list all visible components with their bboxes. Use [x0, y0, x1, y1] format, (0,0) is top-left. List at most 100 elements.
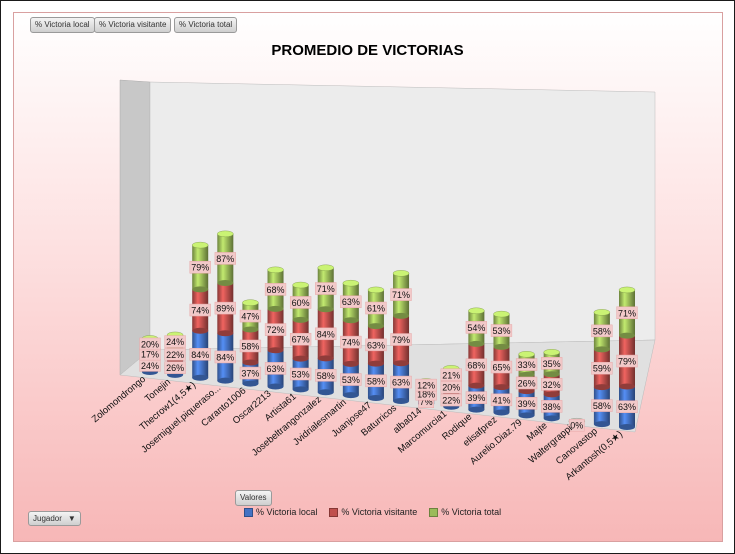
svg-text:63%: 63% [267, 364, 285, 374]
data-label: 26% [164, 361, 186, 374]
svg-text:18%: 18% [417, 390, 435, 400]
data-label: 63% [340, 295, 362, 308]
data-label: 33% [515, 358, 538, 371]
data-label: 39% [515, 397, 538, 410]
values-button[interactable]: Valores [235, 490, 272, 506]
data-label: 35% [541, 357, 563, 370]
category-label: Zolomondrongo [90, 374, 148, 425]
svg-text:7%: 7% [420, 397, 433, 407]
data-label: 63% [264, 362, 287, 375]
bar-cap [342, 279, 360, 287]
data-label: 68% [264, 283, 287, 296]
data-label: 63% [365, 338, 387, 352]
svg-text:74%: 74% [191, 306, 209, 316]
svg-text:58%: 58% [241, 341, 259, 351]
data-label: 0% [568, 418, 585, 432]
svg-text:21%: 21% [442, 370, 460, 380]
data-label: 58% [591, 324, 613, 338]
bar-cap [192, 241, 209, 249]
svg-text:71%: 71% [392, 290, 410, 300]
data-label: 59% [591, 361, 613, 375]
svg-text:24%: 24% [141, 361, 159, 371]
chart-title: PROMEDIO DE VICTORIAS [271, 42, 464, 59]
data-label: 39% [465, 391, 488, 404]
data-label: 67% [289, 332, 312, 346]
svg-text:61%: 61% [367, 304, 385, 314]
svg-text:22%: 22% [442, 396, 460, 406]
data-label: 84% [315, 327, 337, 341]
legend-swatch-visitante [329, 507, 339, 517]
svg-text:58%: 58% [593, 401, 611, 411]
bar-cap [267, 266, 284, 274]
chevron-down-icon: ▼ [67, 514, 76, 523]
svg-text:41%: 41% [492, 395, 510, 405]
svg-text:60%: 60% [292, 298, 310, 308]
field-button-visitante[interactable]: % Victoria visitante [94, 17, 172, 33]
data-label: 60% [289, 296, 312, 309]
field-button-total[interactable]: % Victoria total [174, 17, 238, 33]
data-label: 71% [315, 282, 337, 295]
data-label: 38% [541, 400, 563, 413]
data-label: 84% [189, 348, 211, 361]
svg-text:20%: 20% [141, 339, 159, 349]
category-filter-button[interactable]: Jugador ▼ [28, 511, 81, 526]
bar-cap [593, 309, 611, 316]
data-label: 21% [440, 368, 462, 382]
svg-text:58%: 58% [593, 326, 611, 336]
data-label: 54% [465, 321, 488, 334]
data-label: 63% [616, 400, 638, 413]
data-label: 61% [365, 301, 387, 315]
svg-text:63%: 63% [367, 340, 385, 350]
svg-text:32%: 32% [543, 380, 561, 390]
legend-swatch-total [429, 507, 439, 517]
field-button-local[interactable]: % Victoria local [30, 17, 95, 33]
svg-text:71%: 71% [317, 284, 335, 294]
svg-text:59%: 59% [593, 364, 611, 374]
svg-text:54%: 54% [467, 323, 485, 333]
data-label: 41% [490, 393, 513, 407]
svg-text:79%: 79% [392, 335, 410, 345]
data-label: 24% [164, 335, 186, 348]
svg-text:72%: 72% [267, 325, 285, 335]
svg-text:63%: 63% [342, 297, 360, 307]
legend-label-total: % Victoria total [441, 507, 502, 517]
legend-label-local: % Victoria local [256, 507, 318, 517]
svg-text:20%: 20% [442, 383, 460, 393]
data-label: 58% [365, 374, 387, 388]
data-label: 71% [390, 288, 412, 301]
svg-text:84%: 84% [216, 352, 234, 362]
legend-swatch-local [244, 507, 253, 517]
chart-legend: % Victoria local % Victoria visitante % … [244, 507, 501, 517]
data-label: 72% [264, 323, 287, 336]
svg-text:22%: 22% [166, 350, 184, 360]
bar-cap [242, 299, 259, 306]
legend-label-visitante: % Victoria visitante [341, 507, 418, 517]
data-label: 89% [214, 301, 236, 315]
svg-text:17%: 17% [141, 350, 159, 360]
svg-text:79%: 79% [618, 357, 636, 367]
data-label: 79% [189, 260, 211, 274]
svg-text:24%: 24% [166, 337, 184, 347]
data-label: 53% [340, 373, 362, 386]
data-label: 47% [239, 309, 262, 323]
bar-cap [493, 310, 510, 318]
legend-item-visitante: % Victoria visitante [329, 507, 417, 517]
side-wall [119, 79, 151, 376]
data-label: 74% [189, 303, 211, 317]
svg-text:37%: 37% [241, 369, 259, 379]
svg-text:89%: 89% [216, 304, 234, 314]
svg-text:79%: 79% [191, 263, 209, 273]
data-label: 84% [214, 350, 236, 364]
bar-cap [317, 264, 334, 271]
data-label: 58% [591, 399, 613, 412]
data-label: 53% [490, 324, 513, 337]
data-label: 79% [616, 354, 638, 368]
svg-text:58%: 58% [367, 376, 385, 386]
bar-cap [292, 281, 309, 289]
svg-text:63%: 63% [618, 402, 636, 412]
category-filter-label: Jugador [33, 514, 62, 523]
bar-cap [518, 351, 535, 358]
data-label: 37% [239, 366, 262, 380]
svg-text:53%: 53% [342, 375, 360, 385]
data-label: 20% [139, 337, 161, 351]
